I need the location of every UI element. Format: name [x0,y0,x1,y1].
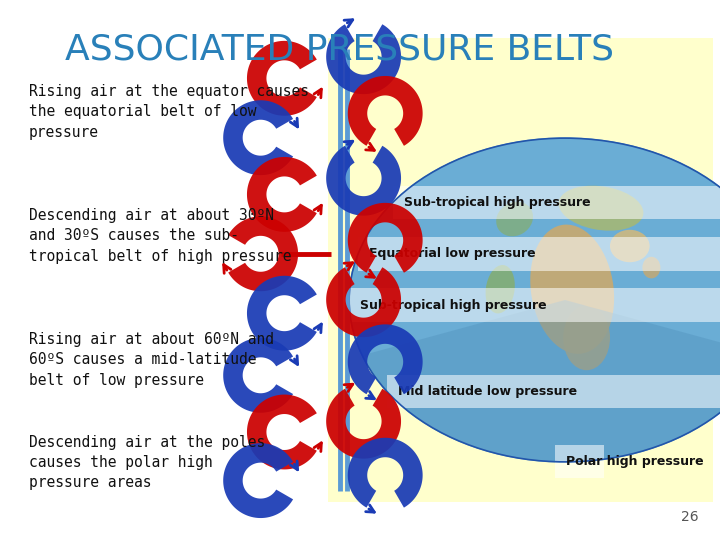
Text: Sub-tropical high pressure: Sub-tropical high pressure [403,196,590,209]
Ellipse shape [642,257,660,279]
Ellipse shape [610,230,649,262]
Wedge shape [362,300,720,462]
PathPatch shape [348,438,423,508]
Text: 26: 26 [681,510,698,524]
PathPatch shape [348,76,423,146]
FancyBboxPatch shape [555,445,604,478]
PathPatch shape [223,100,293,175]
FancyBboxPatch shape [387,375,720,408]
PathPatch shape [348,325,423,394]
Text: Equatorial low pressure: Equatorial low pressure [369,247,536,260]
FancyBboxPatch shape [358,237,720,271]
FancyBboxPatch shape [328,38,713,502]
FancyBboxPatch shape [349,288,720,322]
Text: ASSOCIATED PRESSURE BELTS: ASSOCIATED PRESSURE BELTS [65,32,613,66]
PathPatch shape [326,146,401,215]
Text: Rising air at the equator causes
the equatorial belt of low
pressure: Rising air at the equator causes the equ… [29,84,309,139]
Ellipse shape [496,202,533,237]
FancyBboxPatch shape [392,186,720,219]
PathPatch shape [223,443,293,518]
Text: Sub-tropical high pressure: Sub-tropical high pressure [360,299,546,312]
PathPatch shape [223,338,293,413]
Ellipse shape [530,225,614,354]
PathPatch shape [247,157,317,232]
Text: Descending air at the poles
causes the polar high
pressure areas: Descending air at the poles causes the p… [29,435,265,490]
PathPatch shape [247,276,317,350]
Circle shape [349,138,720,462]
PathPatch shape [228,217,298,291]
Ellipse shape [559,186,644,231]
PathPatch shape [326,24,401,94]
PathPatch shape [247,395,317,469]
Text: Mid latitude low pressure: Mid latitude low pressure [397,385,577,398]
Ellipse shape [485,265,515,313]
Ellipse shape [563,306,610,370]
Text: Descending air at about 30ºN
and 30ºS causes the sub-
tropical belt of high pres: Descending air at about 30ºN and 30ºS ca… [29,208,292,264]
PathPatch shape [326,267,401,337]
PathPatch shape [326,389,401,458]
Text: Polar high pressure: Polar high pressure [566,455,703,468]
PathPatch shape [247,41,317,116]
PathPatch shape [348,203,423,273]
Text: Rising air at about 60ºN and
60ºS causes a mid-latitude
belt of low pressure: Rising air at about 60ºN and 60ºS causes… [29,332,274,388]
